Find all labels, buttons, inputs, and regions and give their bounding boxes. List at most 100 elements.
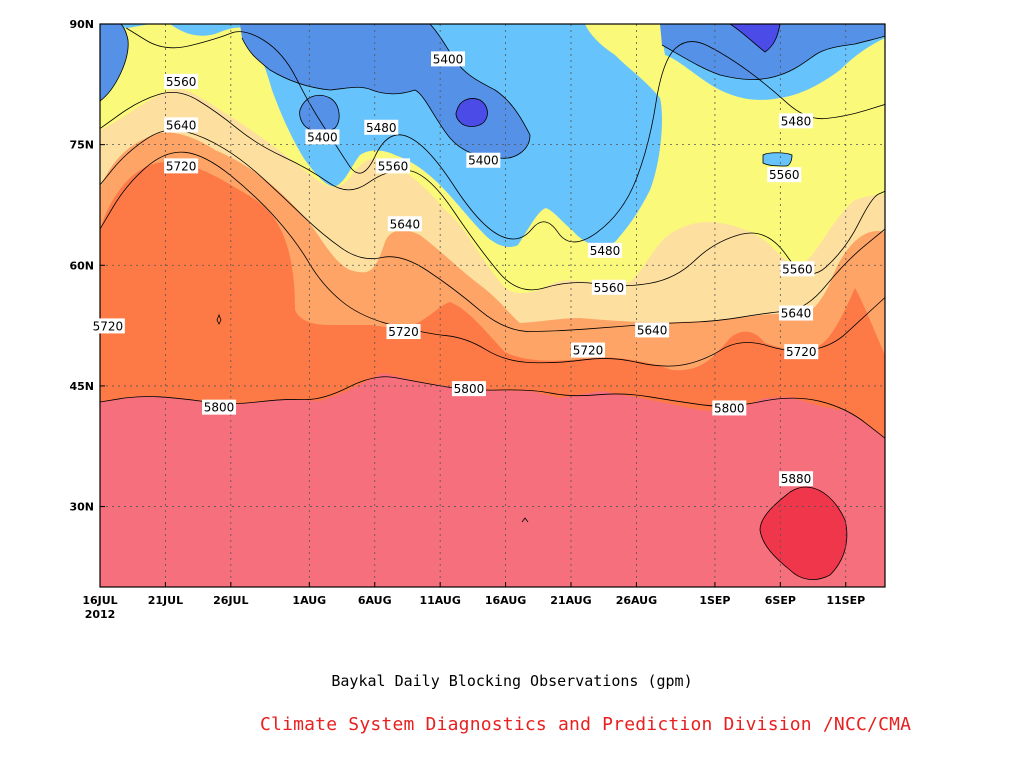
contour-label-text: 5880 [781,472,812,486]
contour-label-bg [376,158,411,174]
band-5480-5560-inner-6sep [763,152,792,166]
contour-label-text: 5640 [166,118,197,132]
contour-label: 5720 [164,158,199,174]
contour-line-13aug-ring [455,98,488,127]
x-tick-label: 11AUG [419,594,460,607]
contour-label: 5400 [305,129,340,145]
contour-label: 5560 [780,261,815,277]
contour-label: 5480 [588,242,623,258]
contour-label-text: 5640 [781,307,812,321]
contour-label: 5720 [90,318,125,334]
x-tick-label: 21JUL [148,594,183,607]
contour-label-text: 5720 [388,325,419,339]
band-5320-5400-4sep [730,24,780,52]
contour-label-text: 5800 [204,401,235,415]
axes: 16JUL 21JUL 26JUL 1AUG 6AUG 11AUG 16AUG 21AUG 26… [69,18,865,621]
y-tick-label: 75N [69,139,94,152]
contour-label-bg [779,113,814,129]
contour-label: 5400 [431,51,466,67]
x-tick-label: 26AUG [616,594,657,607]
contour-label-bg [451,381,486,397]
contour-line-5480 [125,27,885,243]
contour-label-bg [779,305,814,321]
gridlines [100,24,885,587]
contour-label: 5480 [779,113,814,129]
contour-label: 5560 [767,167,802,183]
contour-label-text: 5560 [769,168,800,182]
x-tick-label: 1AUG [292,594,326,607]
contour-line-5400-north [241,24,531,159]
contour-line-5720 [100,151,885,367]
contour-label: 5800 [712,400,747,416]
contour-label-text: 5720 [93,319,124,333]
x-tick-label: 6SEP [765,594,796,607]
x-tick-label: 16JUL [82,594,117,607]
contour-label-text: 5400 [433,52,464,66]
contour-label: 5400 [466,152,501,168]
contour-label-bg [635,322,670,338]
contour-label-bg [386,324,421,340]
contour-line-5800-dot [216,313,222,325]
y-tick-label: 90N [69,18,94,31]
contour-line-5400-west [100,24,129,102]
y-tick-label: 45N [69,380,94,393]
x-tick-label: 6AUG [358,594,392,607]
contour-label-bg [90,318,125,334]
contour-line-5480-sep-small [762,152,793,167]
contour-label-text: 5560 [166,75,197,89]
contour-label-bg [164,158,199,174]
x-tick-label: 16AUG [485,594,526,607]
contour-label-text: 5720 [166,159,197,173]
contour-label: 5560 [164,73,199,89]
contour-label: 5640 [164,117,199,133]
plot-frame [99,23,886,588]
contour-label-text: 5640 [637,323,668,337]
contour-label-bg [588,242,623,258]
contour-label-bg [387,216,422,232]
contour-label-bg [466,152,501,168]
contour-label: 5480 [364,119,399,135]
contour-label: 5720 [784,344,819,360]
contour-label-bg [571,342,606,358]
contour-label-text: 5800 [714,401,745,415]
x-tick-label: 11SEP [826,594,865,607]
contour-label-text: 5560 [594,281,625,295]
x-year-label: 2012 [85,608,116,621]
contour-label-bg [784,344,819,360]
contour-line-5400-sep [661,35,885,80]
y-tick-label: 60N [69,259,94,272]
contour-line-5880-tick [521,517,529,523]
contour-label: 5720 [571,342,606,358]
contour-labels: 5400 5400 5400 5480 5480 5480 5560 5560 5560 5560… [90,51,819,487]
band-5400-5480 [100,24,885,159]
x-tick-label: 21AUG [550,594,591,607]
contour-label-text: 5480 [590,244,621,258]
contour-label-bg [591,279,626,295]
contour-label-bg [779,471,814,487]
contour-label-bg [202,399,237,415]
contour-label-text: 5400 [468,154,499,168]
contour-label: 5560 [376,158,411,174]
contour-label: 5800 [202,399,237,415]
contour-label-text: 5720 [786,345,817,359]
contour-label-bg [780,261,815,277]
contour-label: 5880 [779,471,814,487]
contour-label: 5640 [387,216,422,232]
y-tick-label: 30N [69,501,94,514]
contour-label-bg [364,119,399,135]
contour-line-5480-sep-tip [729,24,781,53]
contour-label: 5640 [635,322,670,338]
contour-line-5880-ring [759,486,848,580]
contour-label-text: 5400 [307,130,338,144]
contour-label-bg [767,167,802,183]
contour-label: 5800 [451,381,486,397]
contour-label-text: 5640 [390,217,421,231]
contour-line-5400-1aug-ring [299,94,340,132]
contour-label-bg [712,400,747,416]
contour-label-text: 5560 [378,159,409,173]
contour-label-text: 5720 [573,344,604,358]
contour-label-bg [164,117,199,133]
contour-label: 5560 [591,279,626,295]
x-tick-label: 1SEP [699,594,730,607]
